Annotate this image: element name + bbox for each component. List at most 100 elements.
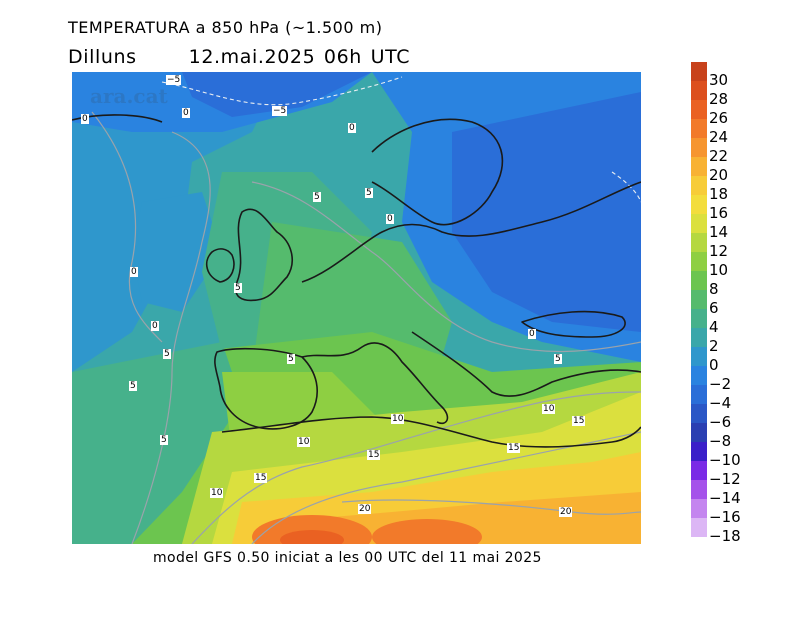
legend-label: 30 — [709, 71, 729, 89]
legend-label: 20 — [709, 166, 729, 184]
contour-label: 5 — [287, 354, 295, 364]
coast-europe-north — [301, 181, 641, 283]
contour-label: 5 — [160, 435, 168, 445]
contour-label: 5 — [313, 192, 321, 202]
legend-label: 16 — [709, 204, 729, 222]
legend-swatch — [691, 461, 707, 480]
legend-label: −10 — [709, 451, 741, 469]
contour-label: −5 — [272, 106, 288, 116]
legend-label: 4 — [709, 318, 719, 336]
contour-label: 0 — [130, 267, 138, 277]
legend-label: −16 — [709, 508, 741, 526]
legend-swatch — [691, 385, 707, 404]
legend-swatch — [691, 271, 707, 290]
legend-swatch — [691, 138, 707, 157]
legend-swatch — [691, 442, 707, 461]
date-label: 12.mai.2025 06h UTC — [188, 46, 411, 68]
coast-balkans — [411, 331, 641, 397]
field-atlantic-south — [72, 342, 242, 544]
legend-swatch — [691, 176, 707, 195]
field-north-colder — [182, 72, 372, 117]
isotherm-10-south — [191, 391, 641, 544]
legend-swatch — [691, 233, 707, 252]
contour-label: 0 — [182, 108, 190, 118]
day-label: Dilluns — [68, 46, 137, 68]
legend-label: −2 — [709, 375, 732, 393]
legend-swatch — [691, 62, 707, 81]
legend-swatch — [691, 499, 707, 518]
coast-britain — [235, 208, 293, 302]
isotherm-minus5-east — [611, 171, 641, 203]
legend-label: −14 — [709, 489, 741, 507]
legend-swatch — [691, 518, 707, 537]
contour-label: 10 — [297, 437, 311, 447]
map-title: TEMPERATURA a 850 hPa (~1.500 m) — [68, 18, 383, 37]
contour-label: 10 — [391, 414, 405, 424]
coast-iberia — [214, 347, 318, 430]
legend-swatch — [691, 328, 707, 347]
legend-swatch — [691, 366, 707, 385]
contour-label: 0 — [528, 329, 536, 339]
legend-swatch — [691, 157, 707, 176]
legend-swatch — [691, 119, 707, 138]
model-info: model GFS 0.50 iniciat a les 00 UTC del … — [153, 550, 542, 566]
map-subtitle: Dilluns 12.mai.2025 06h UTC — [68, 46, 410, 68]
contour-label: 10 — [210, 488, 224, 498]
contour-label: 20 — [559, 507, 573, 517]
legend-label: 2 — [709, 337, 719, 355]
contour-label: 0 — [386, 214, 394, 224]
legend-label: 6 — [709, 299, 719, 317]
contour-label: 5 — [234, 283, 242, 293]
ara-cat-logo: ara.cat — [90, 84, 168, 108]
coast-ireland — [205, 248, 235, 283]
legend-label: 18 — [709, 185, 729, 203]
field-atlantic-cold-core — [132, 192, 222, 312]
legend-label: 28 — [709, 90, 729, 108]
legend-swatch — [691, 423, 707, 442]
field-east-colder — [452, 92, 641, 332]
legend-label: 0 — [709, 356, 719, 374]
legend-label: 24 — [709, 128, 729, 146]
isotherm-5-central — [251, 181, 641, 353]
isotherm-20-south — [341, 499, 641, 515]
contour-label: 20 — [358, 504, 372, 514]
coast-scandinavia — [371, 118, 504, 226]
temperature-map — [72, 72, 641, 544]
contour-label: 5 — [554, 354, 562, 364]
legend-swatch — [691, 480, 707, 499]
legend-label: 10 — [709, 261, 729, 279]
legend-label: 12 — [709, 242, 729, 260]
legend-swatch — [691, 214, 707, 233]
contour-label: 5 — [365, 188, 373, 198]
legend-swatch — [691, 404, 707, 423]
legend-label: 8 — [709, 280, 719, 298]
coast-north-africa — [221, 416, 641, 448]
legend-label: 26 — [709, 109, 729, 127]
isotherm-0-west — [91, 111, 163, 343]
contour-label: 15 — [254, 473, 268, 483]
legend-swatch — [691, 290, 707, 309]
contour-label: 5 — [163, 349, 171, 359]
contour-label: 15 — [367, 450, 381, 460]
field-hot-spot — [280, 530, 344, 544]
coast-france-italy — [301, 342, 449, 425]
contour-label: 0 — [151, 321, 159, 331]
contour-label: 0 — [348, 123, 356, 133]
legend-label: −8 — [709, 432, 732, 450]
legend-swatch — [691, 81, 707, 100]
legend-label: −18 — [709, 527, 741, 545]
contour-label: −5 — [166, 75, 182, 85]
legend-label: −12 — [709, 470, 741, 488]
legend-swatch — [691, 100, 707, 119]
contour-label: 10 — [542, 404, 556, 414]
field-hot-core-center — [372, 519, 482, 544]
legend-swatch — [691, 195, 707, 214]
isotherm-minus5-north — [161, 76, 403, 106]
legend-label: 14 — [709, 223, 729, 241]
isotherm-15-south — [251, 431, 641, 544]
contour-label: 0 — [81, 114, 89, 124]
coast-black-sea — [521, 310, 626, 338]
legend-label: 22 — [709, 147, 729, 165]
legend-swatch — [691, 309, 707, 328]
legend-label: −4 — [709, 394, 732, 412]
